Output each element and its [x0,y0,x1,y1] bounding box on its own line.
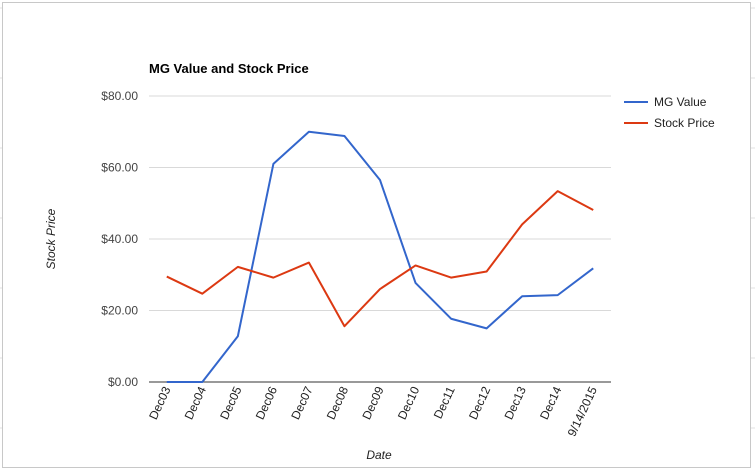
x-tick-label: Dec11 [431,384,458,421]
x-axis-title: Date [366,448,392,462]
series-line-mg-value[interactable] [166,130,594,383]
y-tick-label: $60.00 [101,161,138,175]
gridlines [149,95,611,311]
y-tick-label: $20.00 [101,304,138,318]
chart-container[interactable]: $0.00 $20.00 $40.00 $60.00 $80.00 Dec03 Dec04 D… [2,2,751,468]
series-line-stock-price[interactable] [166,190,594,328]
axes: $0.00 $20.00 $40.00 $60.00 $80.00 Dec03 Dec04 D… [101,89,611,439]
x-tick-label: Dec12 [466,384,493,422]
x-tick-label: Dec13 [502,384,529,422]
x-tick-label: 9/14/2015 [565,384,600,439]
x-tick-label: Dec07 [288,384,315,422]
y-tick-label: $40.00 [101,232,138,246]
chart-title: MG Value and Stock Price [149,61,309,76]
x-tick-label: Dec04 [182,384,209,422]
x-tick-label: Dec09 [359,384,386,422]
x-tick-label: Dec05 [217,384,244,422]
y-axis-title: Stock Price [44,208,58,269]
x-tick-label: Dec03 [146,384,173,422]
line-chart: $0.00 $20.00 $40.00 $60.00 $80.00 Dec03 Dec04 D… [44,61,715,462]
x-tick-label: Dec06 [253,384,280,422]
x-tick-label: Dec14 [537,384,564,422]
x-tick-label: Dec10 [395,384,422,422]
legend-label: MG Value [654,95,707,109]
y-tick-label: $0.00 [108,375,138,389]
x-tick-label: Dec08 [324,384,351,422]
series-lines [166,130,594,383]
y-tick-label: $80.00 [101,89,138,103]
legend-label: Stock Price [654,116,715,130]
legend: MG Value Stock Price [624,95,715,130]
